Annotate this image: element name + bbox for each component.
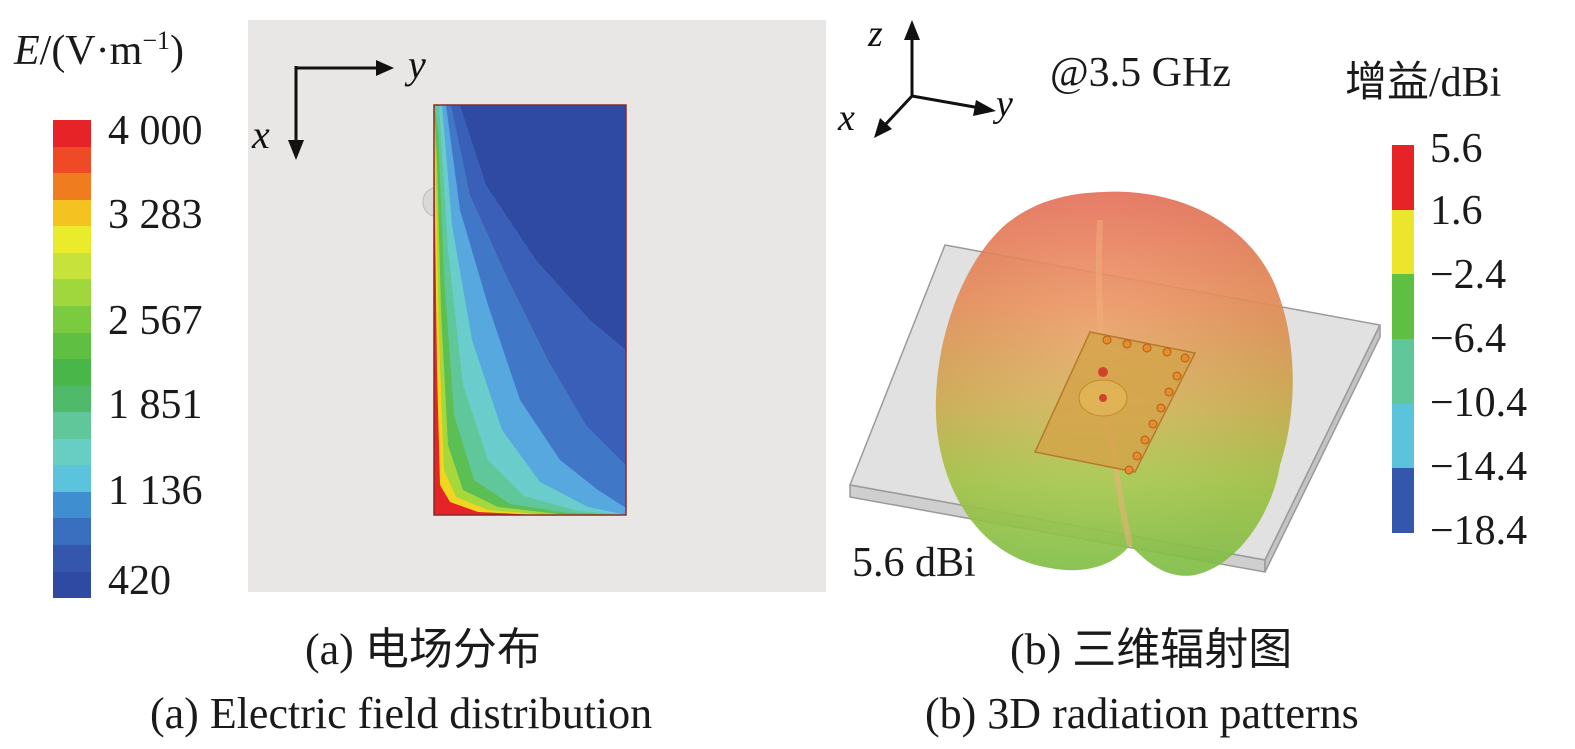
legend-a-title-close: ) bbox=[169, 28, 184, 74]
axis-x-arrow-head bbox=[288, 140, 304, 160]
legend-a-color-segment bbox=[53, 120, 91, 147]
legend-a-color-segment bbox=[53, 332, 91, 360]
legend-a-color-segment bbox=[53, 279, 91, 306]
legend-a-color-segment bbox=[53, 491, 91, 519]
legend-b-color-segment bbox=[1392, 403, 1414, 469]
legend-a-color-segment bbox=[53, 146, 91, 174]
legend-b-tick: −2.4 bbox=[1430, 252, 1507, 298]
legend-b-tick: −10.4 bbox=[1430, 380, 1528, 426]
legend-a-tick: 420 bbox=[108, 558, 171, 604]
radiation-pattern-3d bbox=[848, 191, 1382, 576]
legend-a-color-segment bbox=[53, 465, 91, 492]
legend-a-color-segment bbox=[53, 252, 91, 280]
legend-a-color-segment bbox=[53, 412, 91, 439]
legend-a-tick: 2 567 bbox=[108, 298, 203, 344]
axis-y-label: y bbox=[404, 42, 426, 87]
legend-a-color-segment bbox=[53, 199, 91, 227]
legend-b-tick: −14.4 bbox=[1430, 444, 1528, 490]
legend-a-color-segment bbox=[53, 359, 91, 386]
caption-a-en: (a) Electric field distribution bbox=[150, 689, 653, 738]
axis-x3d-label: x bbox=[837, 97, 855, 139]
legend-a-color-segment bbox=[53, 438, 91, 466]
axis-z-label: z bbox=[867, 13, 883, 55]
legend-a-tick: 1 136 bbox=[108, 468, 203, 514]
legend-a-color-segment bbox=[53, 226, 91, 253]
legend-b-tick: 5.6 bbox=[1430, 126, 1483, 172]
legend-a-color-segment bbox=[53, 385, 91, 413]
legend-b-color-segment bbox=[1392, 468, 1414, 534]
legend-a-title-symbol: E bbox=[14, 28, 40, 74]
legend-a-title-exponent: −1 bbox=[142, 26, 170, 55]
legend-b-color-segment bbox=[1392, 145, 1414, 210]
port-artifact bbox=[422, 187, 436, 217]
legend-a-title: E/(V·m−1) bbox=[14, 26, 184, 74]
axis-y3d-label: y bbox=[992, 83, 1013, 125]
axes-triad: z y x bbox=[837, 13, 1013, 139]
legend-b-tick: −18.4 bbox=[1430, 508, 1528, 554]
legend-a-color-segment bbox=[53, 173, 91, 200]
legend-a-title-unit: /(V·m bbox=[39, 28, 143, 74]
axis-x-label: x bbox=[251, 112, 270, 157]
plot-a-axes bbox=[288, 60, 394, 160]
legend-a-color-segment bbox=[53, 571, 91, 599]
legend-b-color-segment bbox=[1392, 274, 1414, 340]
legend-a-colorbar bbox=[53, 120, 91, 599]
max-gain-label: 5.6 dBi bbox=[852, 540, 976, 586]
legend-b-tick: 1.6 bbox=[1430, 188, 1483, 234]
caption-b-cn: (b) 三维辐射图 bbox=[1010, 625, 1293, 674]
caption-a-cn: (a) 电场分布 bbox=[305, 625, 541, 674]
frequency-label: @3.5 GHz bbox=[1050, 50, 1231, 96]
legend-b-colorbar bbox=[1392, 145, 1414, 534]
electric-field-plot: y x bbox=[248, 20, 826, 592]
legend-b-tick: −6.4 bbox=[1430, 316, 1507, 362]
legend-b-color-segment bbox=[1392, 209, 1414, 275]
field-contours bbox=[433, 104, 627, 516]
legend-a-color-segment bbox=[53, 545, 91, 572]
legend-a-tick: 1 851 bbox=[108, 382, 203, 428]
legend-b-color-segment bbox=[1392, 339, 1414, 404]
legend-a-tick: 3 283 bbox=[108, 192, 203, 238]
legend-a-color-segment bbox=[53, 518, 91, 545]
axis-y-arrow-head bbox=[376, 60, 394, 76]
legend-b-title: 增益/dBi bbox=[1345, 60, 1502, 106]
caption-b-en: (b) 3D radiation patterns bbox=[925, 689, 1359, 738]
legend-a-tick: 4 000 bbox=[108, 108, 203, 154]
legend-a-color-segment bbox=[53, 305, 91, 333]
antenna-board bbox=[1033, 331, 1197, 475]
